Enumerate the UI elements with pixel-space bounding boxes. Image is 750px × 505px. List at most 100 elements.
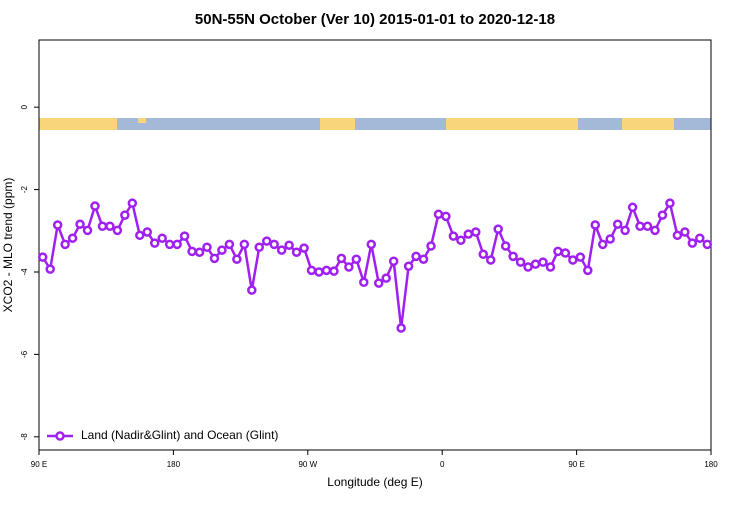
land [622,118,674,130]
point [448,231,459,241]
point [82,225,93,236]
y-tick-label: -4 [20,268,29,276]
point [232,254,242,264]
point [187,246,197,257]
x-tick-label: 0 [440,460,445,469]
point [172,239,182,250]
point [388,256,399,267]
point [650,225,660,236]
point [164,239,175,250]
point [680,227,690,237]
point [269,239,279,250]
x-tick-label: 90 W [298,460,317,469]
point [396,323,406,333]
point [695,233,705,243]
y-tick-label: 0 [20,104,29,109]
y-tick-label: -2 [20,185,29,193]
point [642,221,653,232]
point [217,245,227,255]
point [568,255,578,265]
x-tick-label: 180 [704,460,718,469]
point [105,221,115,232]
point [276,245,287,255]
point [120,210,130,220]
point [373,278,384,288]
point [336,253,347,264]
point [627,202,638,213]
point [37,252,48,262]
point [687,238,698,248]
point [45,264,55,274]
point [112,225,123,236]
point [224,239,235,250]
point [344,262,354,272]
point [418,254,429,264]
x-axis-label: Longitude (deg E) [327,475,422,489]
point [485,255,496,265]
x-tick-label: 180 [167,460,181,469]
point [478,249,489,260]
point [612,219,623,229]
y-axis-label: XCO2 - MLO trend (ppm) [1,178,15,313]
y-tick-label: -6 [20,350,29,358]
point [127,198,138,208]
point [366,239,377,250]
point [67,233,78,243]
point [135,230,145,241]
point [403,261,414,271]
point [321,265,332,276]
point [351,254,362,264]
point [179,231,190,241]
point [291,247,302,257]
point [702,239,713,250]
point [284,240,294,250]
point [52,220,63,230]
point [97,221,108,232]
point [560,248,571,258]
point [426,241,436,251]
point [493,224,503,234]
point [672,230,683,241]
point [545,262,556,272]
point [456,235,466,246]
point [149,238,160,248]
point [530,259,541,269]
point [665,198,675,208]
point [261,236,272,246]
land [39,118,117,130]
y-tick-label: -8 [20,433,29,441]
point [433,209,444,220]
point [157,233,167,243]
chart-title: 50N-55N October (Ver 10) 2015-01-01 to 2… [195,11,555,28]
point [553,246,563,257]
point [605,234,615,244]
land [446,118,578,130]
point [90,201,100,211]
point [299,243,309,253]
point [590,220,601,230]
point [254,242,265,253]
point [247,285,257,295]
point [500,241,511,251]
land [320,118,355,130]
point [583,265,593,276]
point [60,239,70,250]
point [657,210,668,220]
land [138,118,146,123]
point [142,227,153,237]
point [381,273,391,283]
point [597,239,608,250]
point [411,251,421,262]
legend-marker [55,431,65,441]
point [75,219,85,229]
point [441,211,451,222]
point [194,247,205,257]
point [515,257,526,267]
point [635,221,645,232]
point [209,253,220,264]
point [314,267,324,277]
point [538,257,548,267]
point [575,252,586,262]
